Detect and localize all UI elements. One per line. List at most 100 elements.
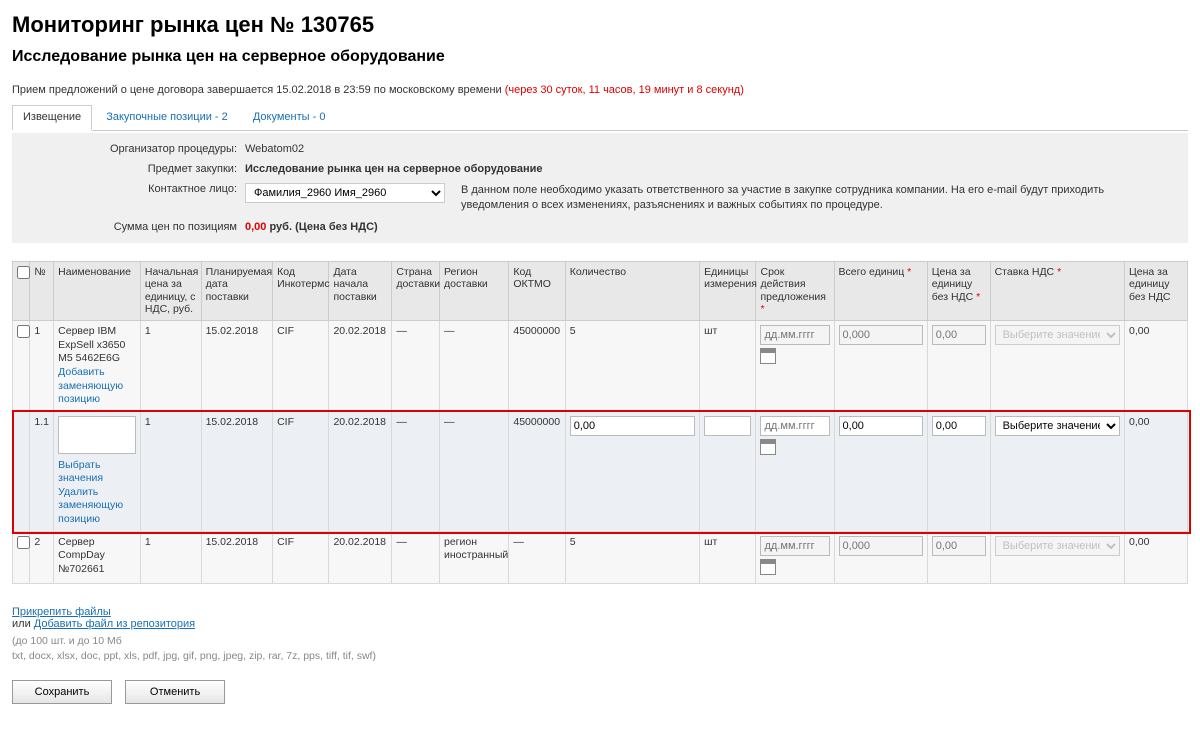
- cell-start-price: 1: [140, 321, 201, 412]
- select-all-checkbox[interactable]: [17, 266, 30, 279]
- price-input[interactable]: [932, 416, 986, 436]
- cell-no: 2: [30, 531, 54, 584]
- cell-oktmo: 45000000: [509, 411, 565, 531]
- cell-name: Сервер IBM ExpSell x3650 M5 5462E6G Доба…: [54, 321, 141, 412]
- col-plan-date: Планируемая дата поставки: [201, 261, 273, 320]
- table-row: 2 Сервер CompDay №702661 1 15.02.2018 CI…: [13, 531, 1188, 584]
- valid-input: [760, 325, 829, 345]
- cell-incoterms: CIF: [273, 321, 329, 412]
- cell-final: 0,00: [1125, 411, 1188, 531]
- col-price: Цена за единицу без НДС *: [927, 261, 990, 320]
- cell-unit: шт: [700, 531, 756, 584]
- delete-replacing-link[interactable]: Удалить заменяющую позицию: [58, 486, 123, 525]
- col-valid: Срок действия предложения *: [756, 261, 834, 320]
- contact-label: Контактное лицо:: [12, 183, 245, 195]
- subject-label: Предмет закупки:: [12, 163, 245, 175]
- page-title: Мониторинг рынка цен № 130765: [12, 12, 1188, 38]
- attach-hint2: txt, docx, xlsx, doc, ppt, xls, pdf, jpg…: [12, 650, 376, 662]
- cell-start-date: 20.02.2018: [329, 411, 392, 531]
- organizer-label: Организатор процедуры:: [12, 143, 245, 155]
- calendar-icon[interactable]: [760, 439, 776, 455]
- col-country: Страна доставки: [392, 261, 440, 320]
- row-checkbox[interactable]: [17, 325, 30, 338]
- button-bar: Сохранить Отменить: [12, 680, 1188, 704]
- table-row-highlighted: 1.1 Выбрать значения Удалить заменяющую …: [13, 411, 1188, 531]
- cell-country: —: [392, 411, 440, 531]
- cell-incoterms: CIF: [273, 531, 329, 584]
- cell-plan-date: 15.02.2018: [201, 531, 273, 584]
- select-values-link[interactable]: Выбрать значения: [58, 459, 103, 485]
- col-name: Наименование: [54, 261, 141, 320]
- cell-name: Сервер CompDay №702661: [54, 531, 141, 584]
- cell-final: 0,00: [1125, 531, 1188, 584]
- contact-note: В данном поле необходимо указать ответст…: [461, 183, 1161, 213]
- cell-qty: 5: [565, 321, 699, 412]
- contact-select[interactable]: Фамилия_2960 Имя_2960: [245, 183, 445, 203]
- attach-repo-link[interactable]: Добавить файл из репозитория: [34, 618, 195, 630]
- col-vat: Ставка НДС *: [990, 261, 1124, 320]
- price-input: [932, 536, 986, 556]
- tab-notice[interactable]: Извещение: [12, 105, 92, 131]
- add-replacing-link[interactable]: Добавить заменяющую позицию: [58, 366, 123, 405]
- col-qty: Количество: [565, 261, 699, 320]
- table-header-row: № Наименование Начальная цена за единицу…: [13, 261, 1188, 320]
- countdown-text: (через 30 суток, 11 часов, 19 минут и 8 …: [505, 84, 744, 96]
- positions-table: № Наименование Начальная цена за единицу…: [12, 261, 1188, 585]
- cell-start-date: 20.02.2018: [329, 321, 392, 412]
- total-input: [839, 536, 923, 556]
- calendar-icon[interactable]: [760, 559, 776, 575]
- tabs-bar: Извещение Закупочные позиции - 2 Докумен…: [12, 104, 1188, 131]
- cell-region: регион иностранный: [440, 531, 509, 584]
- attach-block: Прикрепить файлы или Добавить файл из ре…: [12, 606, 1188, 663]
- col-incoterms: Код Инкотермс: [273, 261, 329, 320]
- cell-start-price: 1: [140, 411, 201, 531]
- col-no: №: [30, 261, 54, 320]
- col-start-price: Начальная цена за единицу, с НДС, руб.: [140, 261, 201, 320]
- cell-unit: шт: [700, 321, 756, 412]
- sum-suffix: руб. (Цена без НДС): [269, 221, 377, 233]
- name-textarea[interactable]: [58, 416, 136, 454]
- cell-start-price: 1: [140, 531, 201, 584]
- attach-or: или: [12, 618, 31, 630]
- vat-select: Выберите значение: [995, 536, 1120, 556]
- cell-no: 1: [30, 321, 54, 412]
- cell-country: —: [392, 531, 440, 584]
- col-oktmo: Код ОКТМО: [509, 261, 565, 320]
- col-region: Регион доставки: [440, 261, 509, 320]
- row-checkbox[interactable]: [17, 536, 30, 549]
- info-block: Организатор процедуры: Webatom02 Предмет…: [12, 133, 1188, 243]
- vat-select[interactable]: Выберите значение: [995, 416, 1120, 436]
- cell-start-date: 20.02.2018: [329, 531, 392, 584]
- col-final: Цена за единицу без НДС: [1125, 261, 1188, 320]
- cell-region: —: [440, 321, 509, 412]
- sum-value: 0,00: [245, 221, 266, 233]
- valid-input[interactable]: [760, 416, 829, 436]
- calendar-icon[interactable]: [760, 348, 776, 364]
- col-unit: Единицы измерения: [700, 261, 756, 320]
- total-input[interactable]: [839, 416, 923, 436]
- cell-region: —: [440, 411, 509, 531]
- tab-positions[interactable]: Закупочные позиции - 2: [95, 105, 239, 129]
- price-input: [932, 325, 986, 345]
- save-button[interactable]: Сохранить: [12, 680, 112, 704]
- vat-select: Выберите значение: [995, 325, 1120, 345]
- cell-plan-date: 15.02.2018: [201, 411, 273, 531]
- table-row: 1 Сервер IBM ExpSell x3650 M5 5462E6G До…: [13, 321, 1188, 412]
- tab-documents[interactable]: Документы - 0: [242, 105, 337, 129]
- cell-country: —: [392, 321, 440, 412]
- unit-input[interactable]: [704, 416, 751, 436]
- cancel-button[interactable]: Отменить: [125, 680, 225, 704]
- attach-files-link[interactable]: Прикрепить файлы: [12, 606, 111, 618]
- organizer-value: Webatom02: [245, 143, 1188, 155]
- cell-plan-date: 15.02.2018: [201, 321, 273, 412]
- cell-incoterms: CIF: [273, 411, 329, 531]
- cell-qty: 5: [565, 531, 699, 584]
- qty-input[interactable]: [570, 416, 695, 436]
- cell-oktmo: —: [509, 531, 565, 584]
- cell-oktmo: 45000000: [509, 321, 565, 412]
- cell-final: 0,00: [1125, 321, 1188, 412]
- attach-hint1: (до 100 шт. и до 10 Мб: [12, 635, 122, 647]
- sum-label: Сумма цен по позициям: [12, 221, 245, 233]
- col-total: Всего единиц *: [834, 261, 927, 320]
- total-input: [839, 325, 923, 345]
